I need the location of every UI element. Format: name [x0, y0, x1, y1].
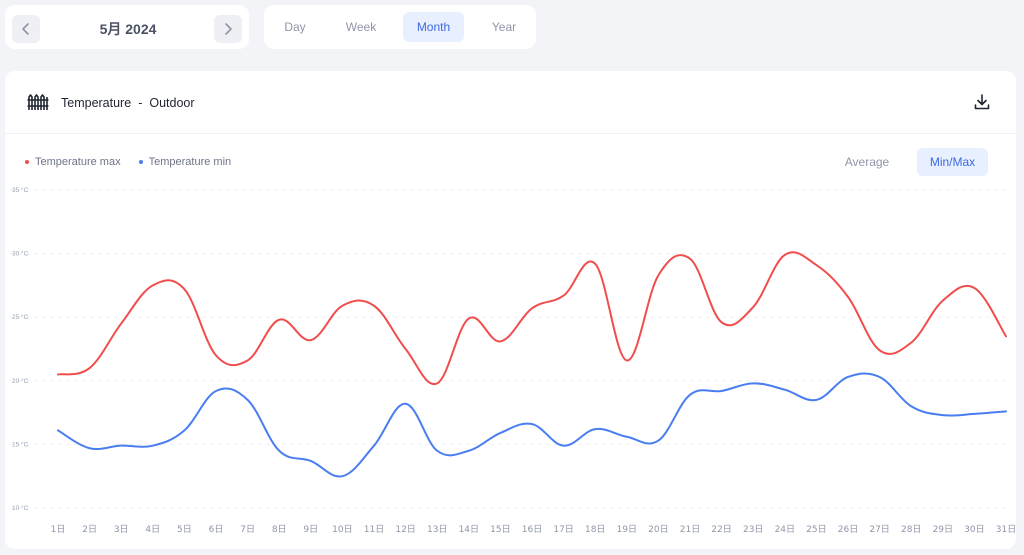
legend-label-min: Temperature min — [148, 156, 232, 168]
x-tick-label: 14日 — [459, 524, 479, 535]
y-tick-label: 25 °C — [12, 313, 29, 321]
x-tick-label: 1日 — [51, 524, 66, 535]
x-tick-label: 31日 — [996, 524, 1016, 535]
x-tick-label: 23日 — [743, 524, 763, 535]
x-tick-label: 15日 — [490, 524, 510, 535]
x-tick-label: 28日 — [901, 524, 921, 535]
panel-header: Temperature - Outdoor — [5, 71, 1016, 134]
y-tick-label: 20 °C — [12, 377, 29, 385]
previous-month-button[interactable] — [12, 15, 40, 43]
x-tick-label: 9日 — [303, 524, 318, 535]
x-tick-label: 22日 — [711, 524, 731, 535]
y-tick-label: 10 °C — [12, 504, 29, 512]
x-tick-label: 10日 — [332, 524, 352, 535]
x-tick-label: 27日 — [869, 524, 889, 535]
tab-month[interactable]: Month — [403, 12, 464, 42]
x-tick-label: 8日 — [272, 524, 287, 535]
x-tick-label: 12日 — [395, 524, 415, 535]
x-tick-label: 3日 — [114, 524, 129, 535]
panel-title: Temperature - Outdoor — [61, 96, 195, 110]
chart-legend: Temperature max Temperature min — [25, 156, 231, 168]
legend-item-max: Temperature max — [25, 156, 121, 168]
y-tick-label: 35 °C — [12, 186, 29, 194]
tab-week[interactable]: Week — [345, 20, 377, 34]
x-tick-label: 4日 — [145, 524, 160, 535]
tab-year[interactable]: Year — [491, 20, 517, 34]
x-tick-label: 6日 — [209, 524, 224, 535]
current-month-label: 5月 2024 — [99, 21, 157, 37]
x-tick-label: 26日 — [838, 524, 858, 535]
x-tick-label: 16日 — [522, 524, 542, 535]
x-tick-label: 13日 — [427, 524, 447, 535]
title-separator: - — [138, 96, 143, 110]
chevron-left-icon — [22, 23, 29, 35]
x-tick-label: 5日 — [177, 524, 192, 535]
x-tick-label: 11日 — [364, 524, 384, 535]
x-tick-label: 25日 — [806, 524, 826, 535]
series-line-max — [57, 251, 1007, 386]
x-tick-label: 29日 — [933, 524, 953, 535]
x-tick-label: 24日 — [775, 524, 795, 535]
legend-dot-min — [138, 160, 143, 164]
fence-icon — [27, 94, 49, 110]
tab-day[interactable]: Day — [284, 20, 306, 34]
legend-dot-max — [25, 160, 29, 164]
minmax-mode-button[interactable]: Min/Max — [917, 148, 988, 176]
chevron-right-icon — [225, 23, 232, 35]
next-month-button[interactable] — [214, 15, 242, 43]
average-mode-button[interactable]: Average — [844, 155, 890, 169]
x-tick-label: 20日 — [648, 524, 668, 535]
x-tick-label: 18日 — [585, 524, 605, 535]
y-tick-label: 15 °C — [12, 440, 29, 448]
x-tick-label: 19日 — [617, 524, 637, 535]
subtitle-text: Outdoor — [149, 96, 195, 110]
range-selector: Day Week Month Year — [264, 5, 536, 49]
series-line-min — [57, 372, 1007, 478]
x-tick-label: 2日 — [82, 524, 97, 535]
legend-label-max: Temperature max — [35, 156, 121, 168]
y-tick-label: 30 °C — [12, 250, 29, 258]
chart-panel: Temperature - Outdoor Temperature max Temp… — [5, 71, 1016, 549]
legend-item-min: Temperature min — [138, 156, 232, 168]
x-tick-label: 17日 — [553, 524, 573, 535]
title-text: Temperature — [61, 96, 132, 110]
date-navigator: 5月 2024 — [5, 5, 249, 49]
download-icon[interactable] — [972, 92, 992, 112]
x-tick-label: 30日 — [964, 524, 984, 535]
x-tick-label: 7日 — [240, 524, 255, 535]
x-tick-label: 21日 — [680, 524, 700, 535]
